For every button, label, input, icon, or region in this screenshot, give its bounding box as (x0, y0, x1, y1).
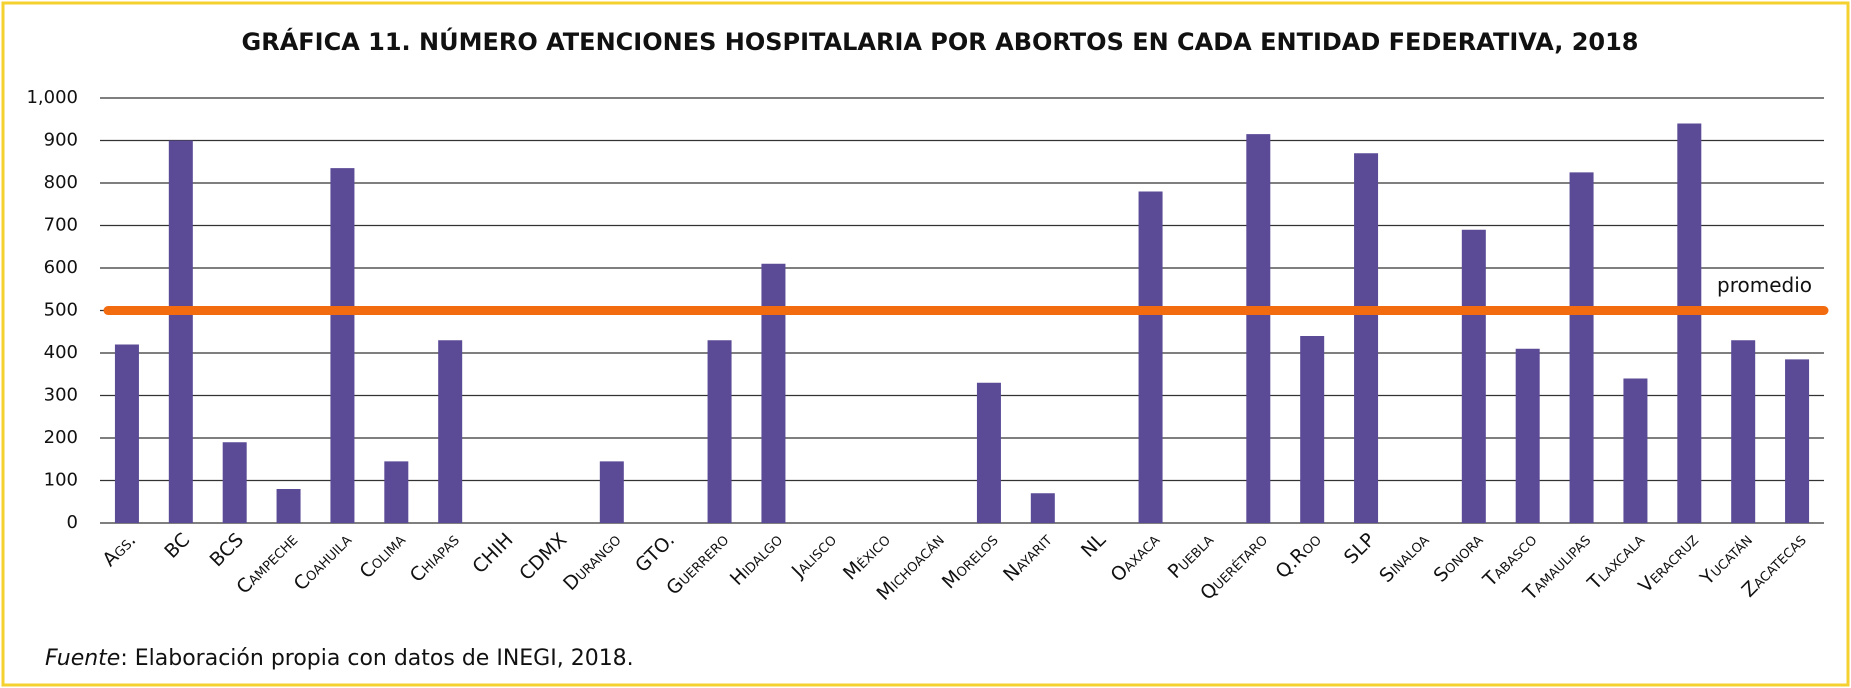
source-label: Fuente (45, 646, 120, 671)
y-tick-label: 1,000 (26, 87, 78, 108)
bar (599, 461, 624, 523)
y-tick-label: 700 (44, 215, 78, 236)
bar (276, 489, 301, 523)
bar (330, 168, 355, 523)
bar (1461, 229, 1486, 523)
bar (1677, 123, 1702, 523)
average-label: promedio (1717, 273, 1812, 297)
y-tick-label: 0 (67, 512, 78, 533)
source-note: Fuente: Elaboración propia con datos de … (45, 646, 634, 671)
bar (1569, 172, 1594, 523)
bar (168, 140, 193, 523)
bar (222, 442, 247, 523)
bar (1138, 191, 1163, 523)
bar (384, 461, 409, 523)
y-tick-label: 400 (44, 342, 78, 363)
source-text: : Elaboración propia con datos de INEGI,… (120, 646, 633, 671)
chart-title: GRÁFICA 11. NÚMERO ATENCIONES HOSPITALAR… (242, 26, 1639, 56)
bar (114, 344, 139, 523)
bar (1785, 359, 1810, 523)
bar (1246, 134, 1271, 523)
y-tick-label: 600 (44, 257, 78, 278)
bar (1030, 493, 1055, 523)
bar (1300, 336, 1325, 523)
bar (438, 340, 463, 523)
y-tick-label: 800 (44, 172, 78, 193)
bar (707, 340, 732, 523)
y-tick-label: 100 (44, 470, 78, 491)
y-tick-label: 200 (44, 427, 78, 448)
y-tick-label: 900 (44, 130, 78, 151)
bar (1354, 153, 1379, 523)
bar (1731, 340, 1756, 523)
bar (1623, 378, 1648, 523)
bar (761, 263, 786, 523)
bar (1515, 348, 1540, 523)
y-tick-label: 300 (44, 385, 78, 406)
bar (976, 382, 1001, 523)
y-tick-label: 500 (44, 300, 78, 321)
